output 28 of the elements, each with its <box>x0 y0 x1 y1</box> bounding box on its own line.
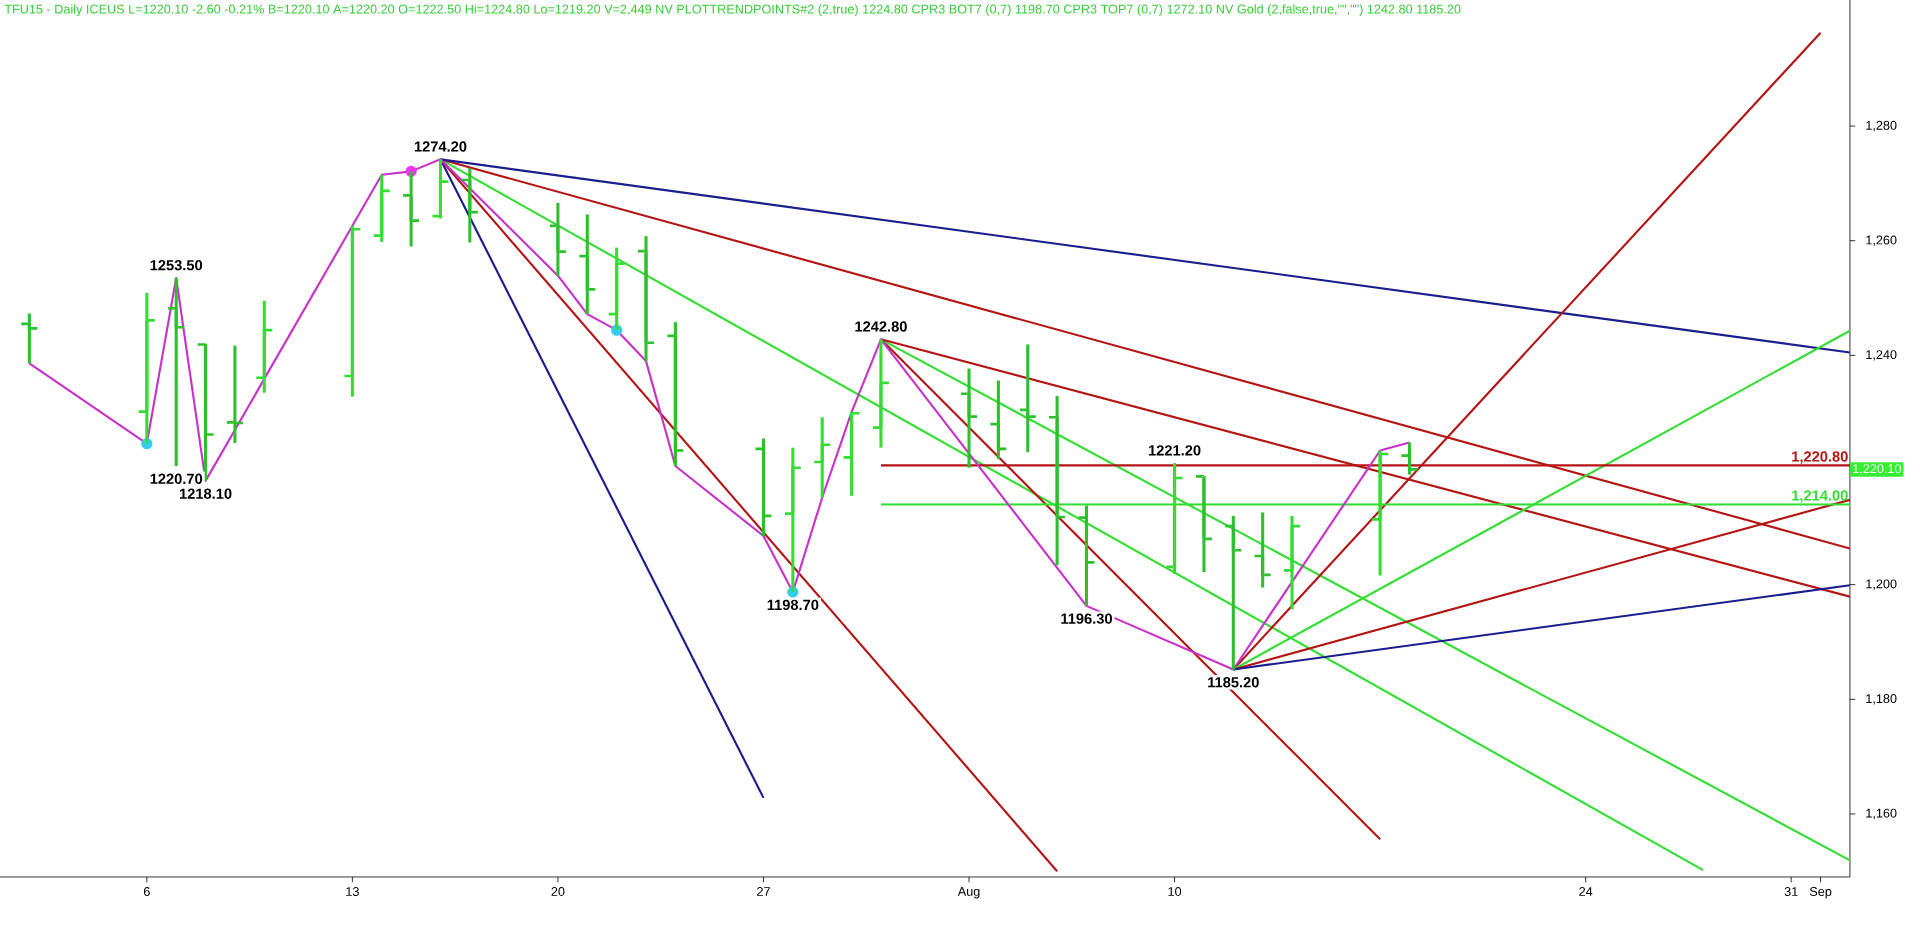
annotation: 1185.20 <box>1208 677 1259 688</box>
annotation: 1242.80 <box>855 321 907 332</box>
x-tick-label: 20 <box>551 887 565 896</box>
x-tick-label: 13 <box>346 887 359 896</box>
annotation: 1221.20 <box>1148 445 1201 456</box>
series-label: 1,214.00 <box>1792 490 1848 503</box>
annotation: 1274.20 <box>414 141 467 152</box>
x-tick-label: Sep <box>1809 887 1832 899</box>
y-tick-label: 1,240 <box>1866 350 1897 361</box>
x-tick-label: 31 <box>1784 887 1798 896</box>
y-tick-label: 1,160 <box>1866 808 1897 820</box>
y-tick-label: 1,200 <box>1866 579 1897 590</box>
annotation: 1253.50 <box>150 260 203 271</box>
y-tick-label: 1,260 <box>1866 235 1897 246</box>
series-label: 1,220.80 <box>1792 451 1848 464</box>
y-tick-label: 1,280 <box>1866 120 1897 132</box>
x-tick-label: 10 <box>1168 887 1182 896</box>
x-tick-label: Aug <box>957 887 980 899</box>
annotation: 1196.30 <box>1061 613 1112 624</box>
annotation: 1218.10 <box>179 488 232 499</box>
text: 1,220.10 <box>1853 464 1902 475</box>
y-tick-label: 1,180 <box>1866 694 1897 705</box>
annotation: 1220.70 <box>150 473 203 484</box>
x-tick-label: 24 <box>1579 887 1593 896</box>
x-tick-label: 27 <box>757 887 770 896</box>
annotation: 1198.70 <box>767 599 819 611</box>
chart-title: TFU15 - Daily ICEUS L=1220.10 -2.60 -0.21% B=1220.10 A=1220.20 O=1222.50 Hi=1224.80 Lo=1219.20 V=2,449 NV PLOTTRENDPOINTS#2 (2,true) 1224.80 CPR3 BOT7 (0,7) 1198.70 CPR3 TOP7 (0,7) 1272.10 NV Gold (2,false,true,"","") 1242.80 1185.20 <box>4 4 1461 17</box>
x-tick-label: 6 <box>143 887 150 896</box>
